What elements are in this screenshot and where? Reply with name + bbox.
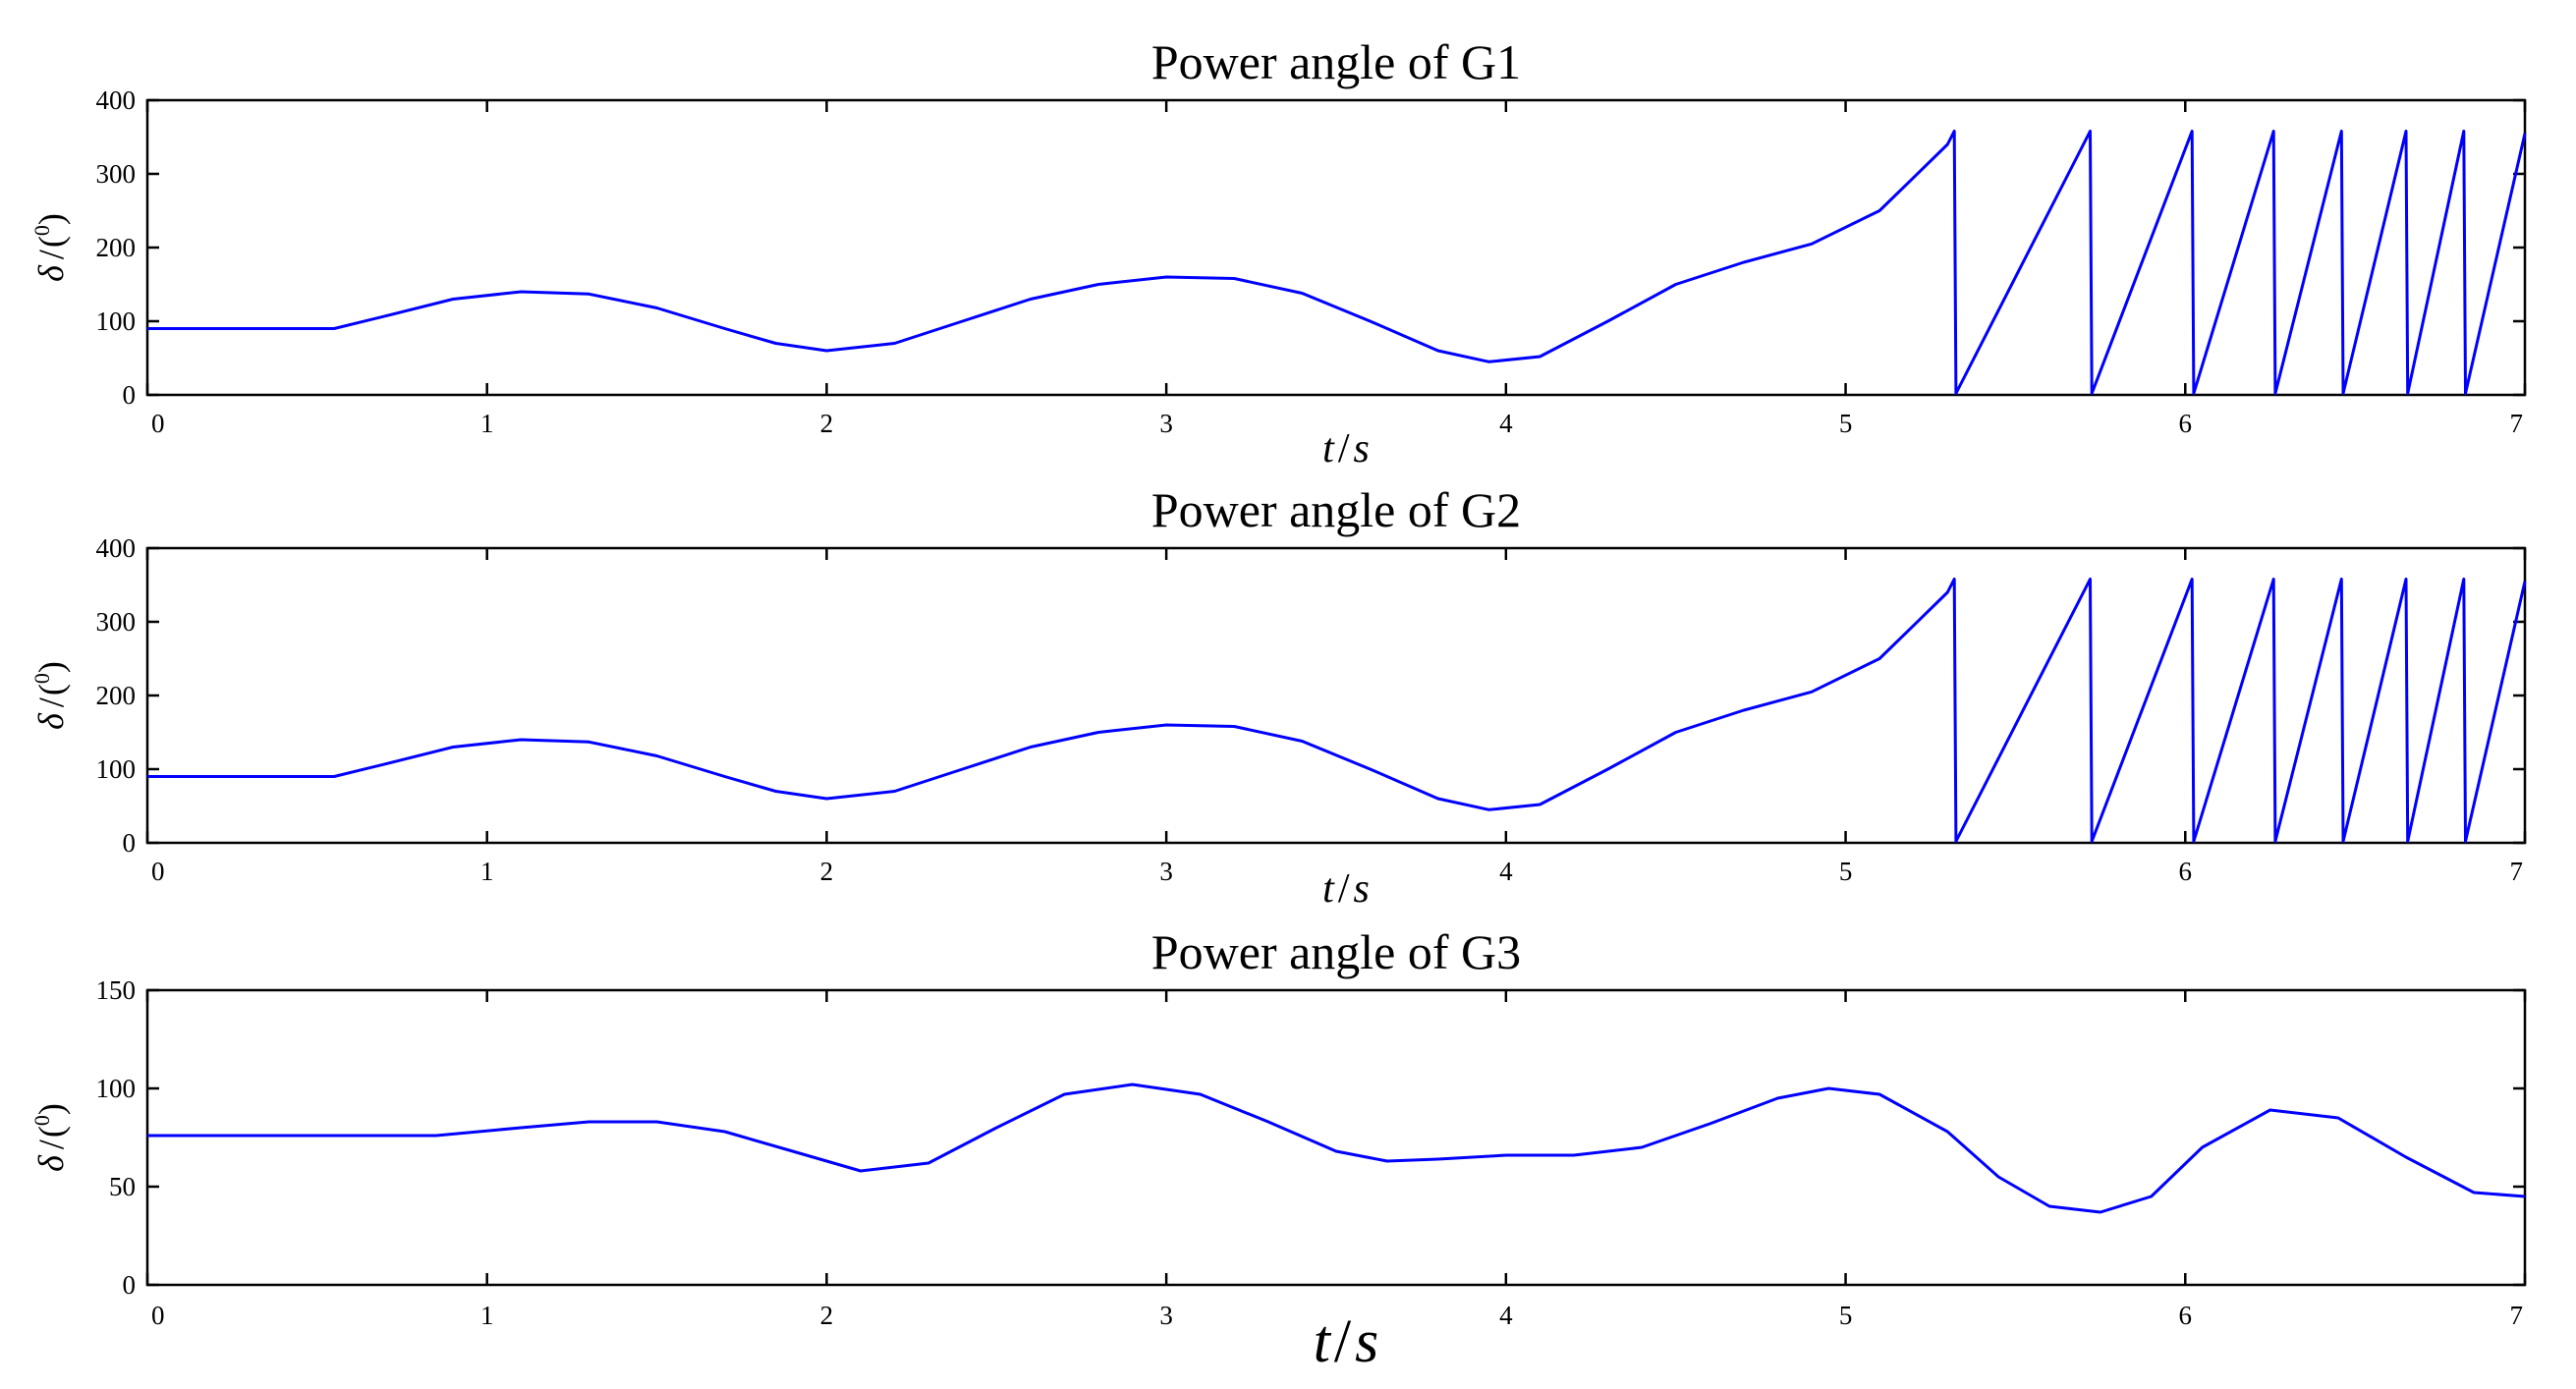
x-tick-label: 2 <box>820 857 834 886</box>
y-tick-label: 400 <box>96 85 137 115</box>
x-tick-label: 1 <box>480 857 494 886</box>
series-line <box>147 578 2527 843</box>
x-tick-label: 6 <box>2179 1301 2193 1330</box>
x-tick-label: 3 <box>1159 1301 1173 1330</box>
x-tick-label: 4 <box>1499 857 1513 886</box>
x-tick-label: 6 <box>2179 409 2193 438</box>
series-line <box>147 130 2527 395</box>
x-tick-label: 0 <box>151 409 165 438</box>
x-tick-label: 2 <box>820 1301 834 1330</box>
chart-panel-g1: Power angle of G1 0 1 2 3 4 5 6 7 0 100 200 300 400 t/… <box>29 34 2527 472</box>
x-tick-label: 6 <box>2179 857 2193 886</box>
x-tick-label: 2 <box>820 409 834 438</box>
plot-area <box>145 546 2527 845</box>
x-tick-label: 1 <box>480 409 494 438</box>
x-tick-label: 0 <box>151 857 165 886</box>
x-axis-label: t/s <box>1322 426 1370 472</box>
x-tick-label: 7 <box>2510 857 2524 886</box>
y-tick-label: 0 <box>123 828 137 858</box>
y-tick-label: 300 <box>96 607 137 637</box>
x-axis-label: t/s <box>1322 866 1370 912</box>
x-tick-label: 7 <box>2510 1301 2524 1330</box>
x-tick-label: 1 <box>480 1301 494 1330</box>
x-tick-label: 7 <box>2510 409 2524 438</box>
y-tick-label: 400 <box>96 533 137 563</box>
x-axis-label: t/s <box>1314 1308 1379 1375</box>
x-tick-label: 5 <box>1839 1301 1853 1330</box>
y-tick-label: 0 <box>123 380 137 410</box>
x-tick-label: 3 <box>1159 409 1173 438</box>
y-tick-label: 0 <box>123 1270 137 1300</box>
series-line <box>147 1083 2526 1214</box>
plot-area <box>145 988 2527 1287</box>
x-tick-label: 0 <box>151 1301 165 1330</box>
chart-title: Power angle of G1 <box>1151 34 1521 89</box>
x-tick-label: 5 <box>1839 857 1853 886</box>
y-tick-label: 150 <box>96 975 137 1005</box>
x-tick-label: 4 <box>1499 1301 1513 1330</box>
chart-panel-g3: Power angle of G3 0 1 2 3 4 5 6 7 0 50 100 150 t/s δ/(… <box>29 924 2527 1375</box>
chart-title: Power angle of G3 <box>1151 924 1521 979</box>
chart-title: Power angle of G2 <box>1151 482 1521 537</box>
y-tick-label: 50 <box>109 1172 136 1201</box>
y-tick-label: 100 <box>96 754 137 784</box>
y-axis-label: δ/(0) <box>29 1103 71 1172</box>
y-axis-label: δ/(0) <box>29 661 71 730</box>
y-tick-label: 100 <box>96 1074 137 1103</box>
plot-area <box>145 98 2527 397</box>
y-tick-label: 200 <box>96 681 137 710</box>
y-axis-label: δ/(0) <box>29 213 71 282</box>
chart-panel-g2: Power angle of G2 0 1 2 3 4 5 6 7 0 100 200 300 400 t/… <box>29 482 2527 912</box>
y-tick-label: 200 <box>96 233 137 262</box>
x-tick-label: 3 <box>1159 857 1173 886</box>
y-tick-label: 300 <box>96 159 137 189</box>
y-tick-label: 100 <box>96 306 137 336</box>
x-tick-label: 5 <box>1839 409 1853 438</box>
x-tick-label: 4 <box>1499 409 1513 438</box>
